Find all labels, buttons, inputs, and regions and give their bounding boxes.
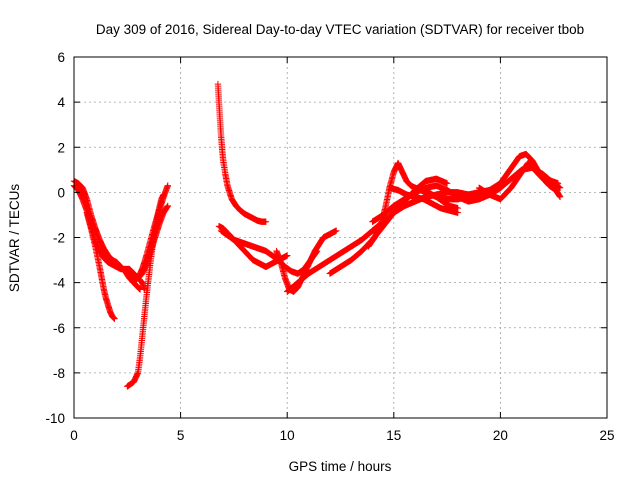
y-tick-label: -4 (53, 276, 65, 291)
chart-title: Day 309 of 2016, Sidereal Day-to-day VTE… (96, 22, 584, 37)
data-point (554, 180, 562, 187)
x-tick-label: 0 (70, 428, 78, 443)
x-tick-label: 10 (280, 428, 295, 443)
series-arc-6 (130, 202, 172, 282)
x-tick-label: 5 (177, 428, 185, 443)
series-arc-3 (83, 209, 118, 322)
data-point (110, 314, 117, 321)
y-tick-label: -6 (53, 321, 65, 336)
y-tick-label: -8 (53, 366, 65, 381)
series-arc-1 (70, 177, 144, 293)
series-arc-17 (386, 184, 461, 216)
x-axis-label: GPS time / hours (289, 459, 392, 474)
data-points (70, 80, 564, 390)
data-point (454, 209, 461, 216)
data-point (111, 315, 118, 322)
grid (74, 57, 607, 418)
data-point (284, 252, 291, 259)
y-tick-label: 0 (57, 185, 65, 200)
x-tick-label: 25 (599, 428, 614, 443)
y-tick-label: 4 (57, 95, 65, 110)
y-axis-label: SDTVAR / TECUs (7, 184, 22, 293)
data-point (164, 202, 172, 210)
y-tick-label: 6 (57, 50, 65, 65)
series-arc-16 (475, 159, 564, 203)
x-tick-label: 15 (386, 428, 401, 443)
series-arc-7 (214, 80, 270, 225)
axis-ticks: 0 5 10 15 20 25 -10 -8 -6 -4 -2 0 2 4 6 (45, 50, 614, 443)
data-point (164, 182, 172, 189)
y-tick-label: -2 (53, 231, 65, 246)
data-point (110, 314, 118, 322)
data-point (556, 193, 564, 201)
data-point (262, 218, 270, 225)
data-point (556, 184, 564, 192)
y-tick-label: 2 (57, 140, 65, 155)
data-point (443, 180, 451, 187)
data-point (333, 227, 340, 234)
data-point (136, 285, 143, 293)
y-tick-label: -10 (45, 411, 65, 426)
x-tick-label: 20 (493, 428, 508, 443)
